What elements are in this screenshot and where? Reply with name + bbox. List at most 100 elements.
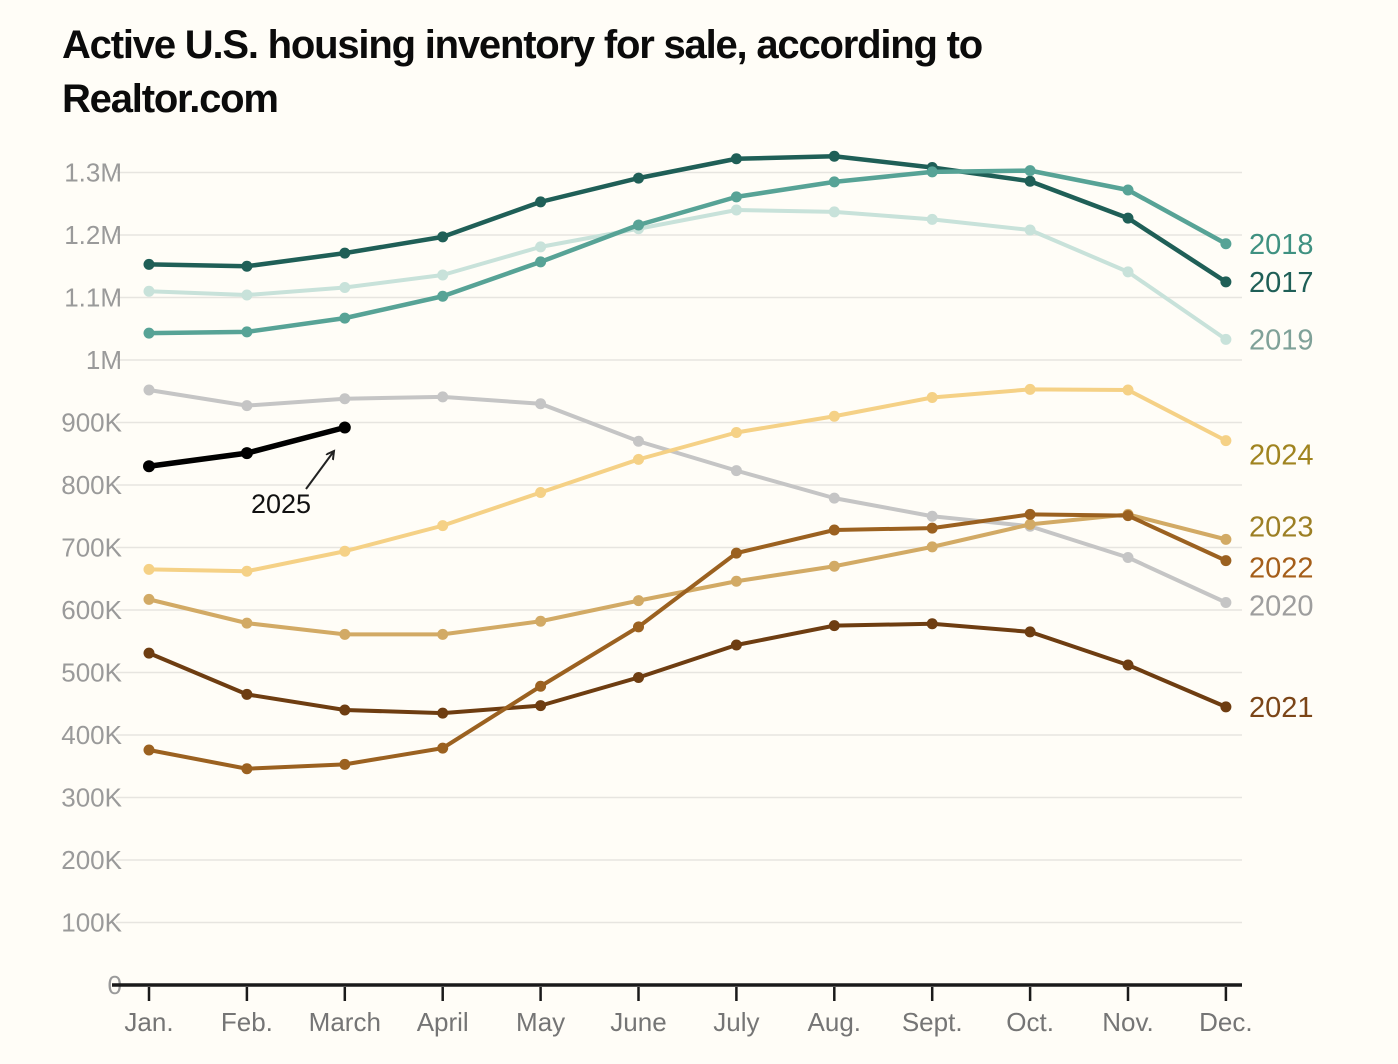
y-axis-tick-label: 600K <box>61 595 122 625</box>
data-point-2017 <box>828 150 840 162</box>
data-point-2018 <box>1220 238 1232 250</box>
x-axis-month-label: Dec. <box>1199 1007 1252 1037</box>
data-point-2020 <box>730 465 742 477</box>
chart-title-line1: Active U.S. housing inventory for sale, … <box>62 23 983 67</box>
y-axis-tick-label: 100K <box>61 908 122 938</box>
data-point-2023 <box>633 595 644 607</box>
x-axis-month-label: Aug. <box>808 1007 862 1037</box>
series-label-2024: 2024 <box>1249 440 1314 472</box>
data-point-2024 <box>828 410 840 422</box>
series-label-2017: 2017 <box>1249 267 1314 299</box>
data-point-2023 <box>828 560 840 572</box>
series-label-2023: 2023 <box>1249 511 1314 543</box>
data-point-2022 <box>143 744 155 756</box>
data-point-2021 <box>633 672 644 683</box>
data-point-2021 <box>143 647 155 659</box>
y-axis-tick-label: 300K <box>61 783 122 813</box>
data-point-2025 <box>338 421 351 434</box>
data-point-2024 <box>1024 383 1036 395</box>
data-point-2024 <box>926 392 938 403</box>
data-point-2025 <box>143 460 155 473</box>
data-point-2021 <box>241 688 253 700</box>
data-point-2022 <box>1122 510 1134 522</box>
data-point-2025 <box>240 447 253 460</box>
data-point-2023 <box>926 541 938 553</box>
data-point-2017 <box>1122 212 1134 224</box>
data-point-2019 <box>535 241 547 253</box>
series-line-2021 <box>147 621 1228 716</box>
data-point-2018 <box>143 327 155 339</box>
y-axis-tick-label: 1.2M <box>64 220 122 250</box>
data-point-2020 <box>339 393 351 405</box>
data-point-2022 <box>241 763 253 775</box>
data-point-2023 <box>143 593 155 605</box>
data-point-2017 <box>730 153 742 165</box>
data-point-2022 <box>339 758 351 770</box>
data-point-2019 <box>1122 266 1134 278</box>
data-point-2021 <box>926 618 938 630</box>
data-point-2020 <box>241 400 253 412</box>
y-axis-tick-label: 1.1M <box>64 283 122 313</box>
data-point-2018 <box>828 176 840 188</box>
series-line-2020 <box>147 388 1228 605</box>
data-point-2021 <box>339 704 351 716</box>
data-point-2024 <box>730 427 742 438</box>
chart-title: Active U.S. housing inventory for sale, … <box>62 18 983 126</box>
data-point-2018 <box>1024 165 1036 177</box>
series-line-2022 <box>147 512 1228 771</box>
data-point-2022 <box>828 524 840 536</box>
data-point-2021 <box>1122 659 1134 671</box>
data-point-2017 <box>437 231 449 243</box>
data-point-2023 <box>241 617 253 629</box>
data-point-2024 <box>1220 435 1232 447</box>
x-axis-month-label: Sept. <box>902 1007 963 1037</box>
x-axis-month-label: May <box>516 1007 565 1037</box>
y-axis-tick-label: 900K <box>61 408 122 438</box>
series-line-2025 <box>146 424 348 469</box>
data-point-2021 <box>437 707 449 719</box>
y-axis-tick-label: 700K <box>61 533 122 563</box>
series-line-2018 <box>146 168 1229 336</box>
data-point-2020 <box>1122 552 1134 563</box>
data-point-2020 <box>437 391 449 403</box>
data-point-2024 <box>241 565 253 577</box>
data-point-2022 <box>1024 508 1036 520</box>
data-point-2019 <box>143 285 155 297</box>
data-point-2019 <box>339 282 351 293</box>
y-axis-tick-label: 200K <box>61 845 122 875</box>
x-axis-month-label: July <box>713 1007 759 1037</box>
data-point-2020 <box>633 435 644 447</box>
data-point-2024 <box>143 563 155 575</box>
series-label-2021: 2021 <box>1249 692 1314 724</box>
data-point-2019 <box>828 206 840 218</box>
annotation-arrow <box>305 451 334 490</box>
data-point-2017 <box>241 260 253 272</box>
data-point-2021 <box>730 639 742 651</box>
series-label-2020: 2020 <box>1249 591 1314 623</box>
data-point-2018 <box>730 191 742 203</box>
data-point-2022 <box>926 522 938 534</box>
series-label-2022: 2022 <box>1249 553 1314 585</box>
x-axis-month-label: April <box>417 1007 469 1037</box>
data-point-2023 <box>1024 518 1036 530</box>
data-point-2017 <box>339 247 351 259</box>
x-axis-month-label: Oct. <box>1006 1007 1054 1037</box>
data-point-2022 <box>633 621 644 633</box>
data-point-2021 <box>535 700 547 712</box>
chart-title-line2: Realtor.com <box>62 77 279 121</box>
series-line-2017 <box>146 154 1229 285</box>
series-label-2019: 2019 <box>1249 324 1314 356</box>
data-point-2019 <box>241 289 253 301</box>
y-axis-tick-label: 1.3M <box>64 158 122 188</box>
data-point-2020 <box>1220 597 1232 608</box>
data-point-2021 <box>1024 626 1036 638</box>
data-point-2019 <box>926 213 938 225</box>
data-point-2024 <box>633 453 644 465</box>
data-point-2018 <box>535 256 547 268</box>
data-point-2020 <box>828 492 840 504</box>
data-point-2023 <box>437 628 449 640</box>
data-point-2021 <box>828 620 840 632</box>
x-axis-month-label: Feb. <box>221 1007 273 1037</box>
x-axis-month-label: Nov. <box>1102 1007 1154 1037</box>
